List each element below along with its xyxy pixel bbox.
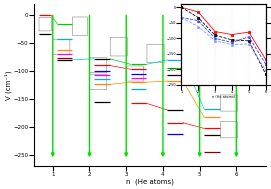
FancyBboxPatch shape	[220, 122, 238, 138]
FancyBboxPatch shape	[147, 44, 164, 63]
FancyBboxPatch shape	[220, 95, 238, 111]
Y-axis label: V (cm⁻¹): V (cm⁻¹)	[4, 70, 12, 100]
FancyBboxPatch shape	[184, 40, 201, 58]
FancyBboxPatch shape	[126, 66, 143, 81]
FancyBboxPatch shape	[110, 38, 127, 56]
X-axis label: n  (He atoms): n (He atoms)	[126, 178, 174, 185]
FancyBboxPatch shape	[72, 17, 88, 35]
FancyBboxPatch shape	[184, 70, 201, 85]
FancyBboxPatch shape	[89, 74, 107, 89]
FancyBboxPatch shape	[53, 39, 70, 54]
FancyBboxPatch shape	[39, 18, 51, 31]
FancyBboxPatch shape	[89, 58, 107, 73]
